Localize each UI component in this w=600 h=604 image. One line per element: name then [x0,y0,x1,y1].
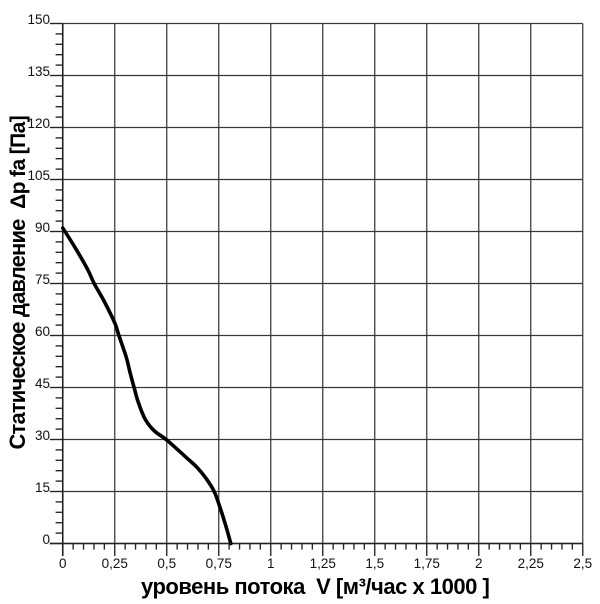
svg-text:0: 0 [59,556,67,571]
svg-text:1: 1 [267,556,275,571]
svg-text:15: 15 [35,480,50,495]
svg-text:45: 45 [35,376,50,391]
svg-text:2,5: 2,5 [573,556,592,571]
svg-text:105: 105 [27,168,50,183]
svg-text:75: 75 [35,272,50,287]
svg-text:1,25: 1,25 [310,556,336,571]
svg-text:135: 135 [27,64,50,79]
svg-text:90: 90 [35,220,50,235]
svg-text:Статическое давление Δp fa [П: Статическое давление Δp fa [Па] [5,116,30,450]
svg-text:0: 0 [42,532,50,547]
svg-text:30: 30 [35,428,50,443]
svg-text:0,25: 0,25 [102,556,128,571]
svg-text:0,5: 0,5 [157,556,176,571]
svg-text:уровень потока V [м³/час x 10: уровень потока V [м³/час x 1000 ] [141,574,490,599]
svg-text:0,75: 0,75 [206,556,232,571]
svg-text:1,75: 1,75 [414,556,440,571]
svg-text:2: 2 [475,556,483,571]
svg-text:60: 60 [35,324,50,339]
svg-text:1,5: 1,5 [365,556,384,571]
svg-text:150: 150 [27,12,50,27]
svg-text:120: 120 [27,116,50,131]
svg-text:2,25: 2,25 [518,556,544,571]
